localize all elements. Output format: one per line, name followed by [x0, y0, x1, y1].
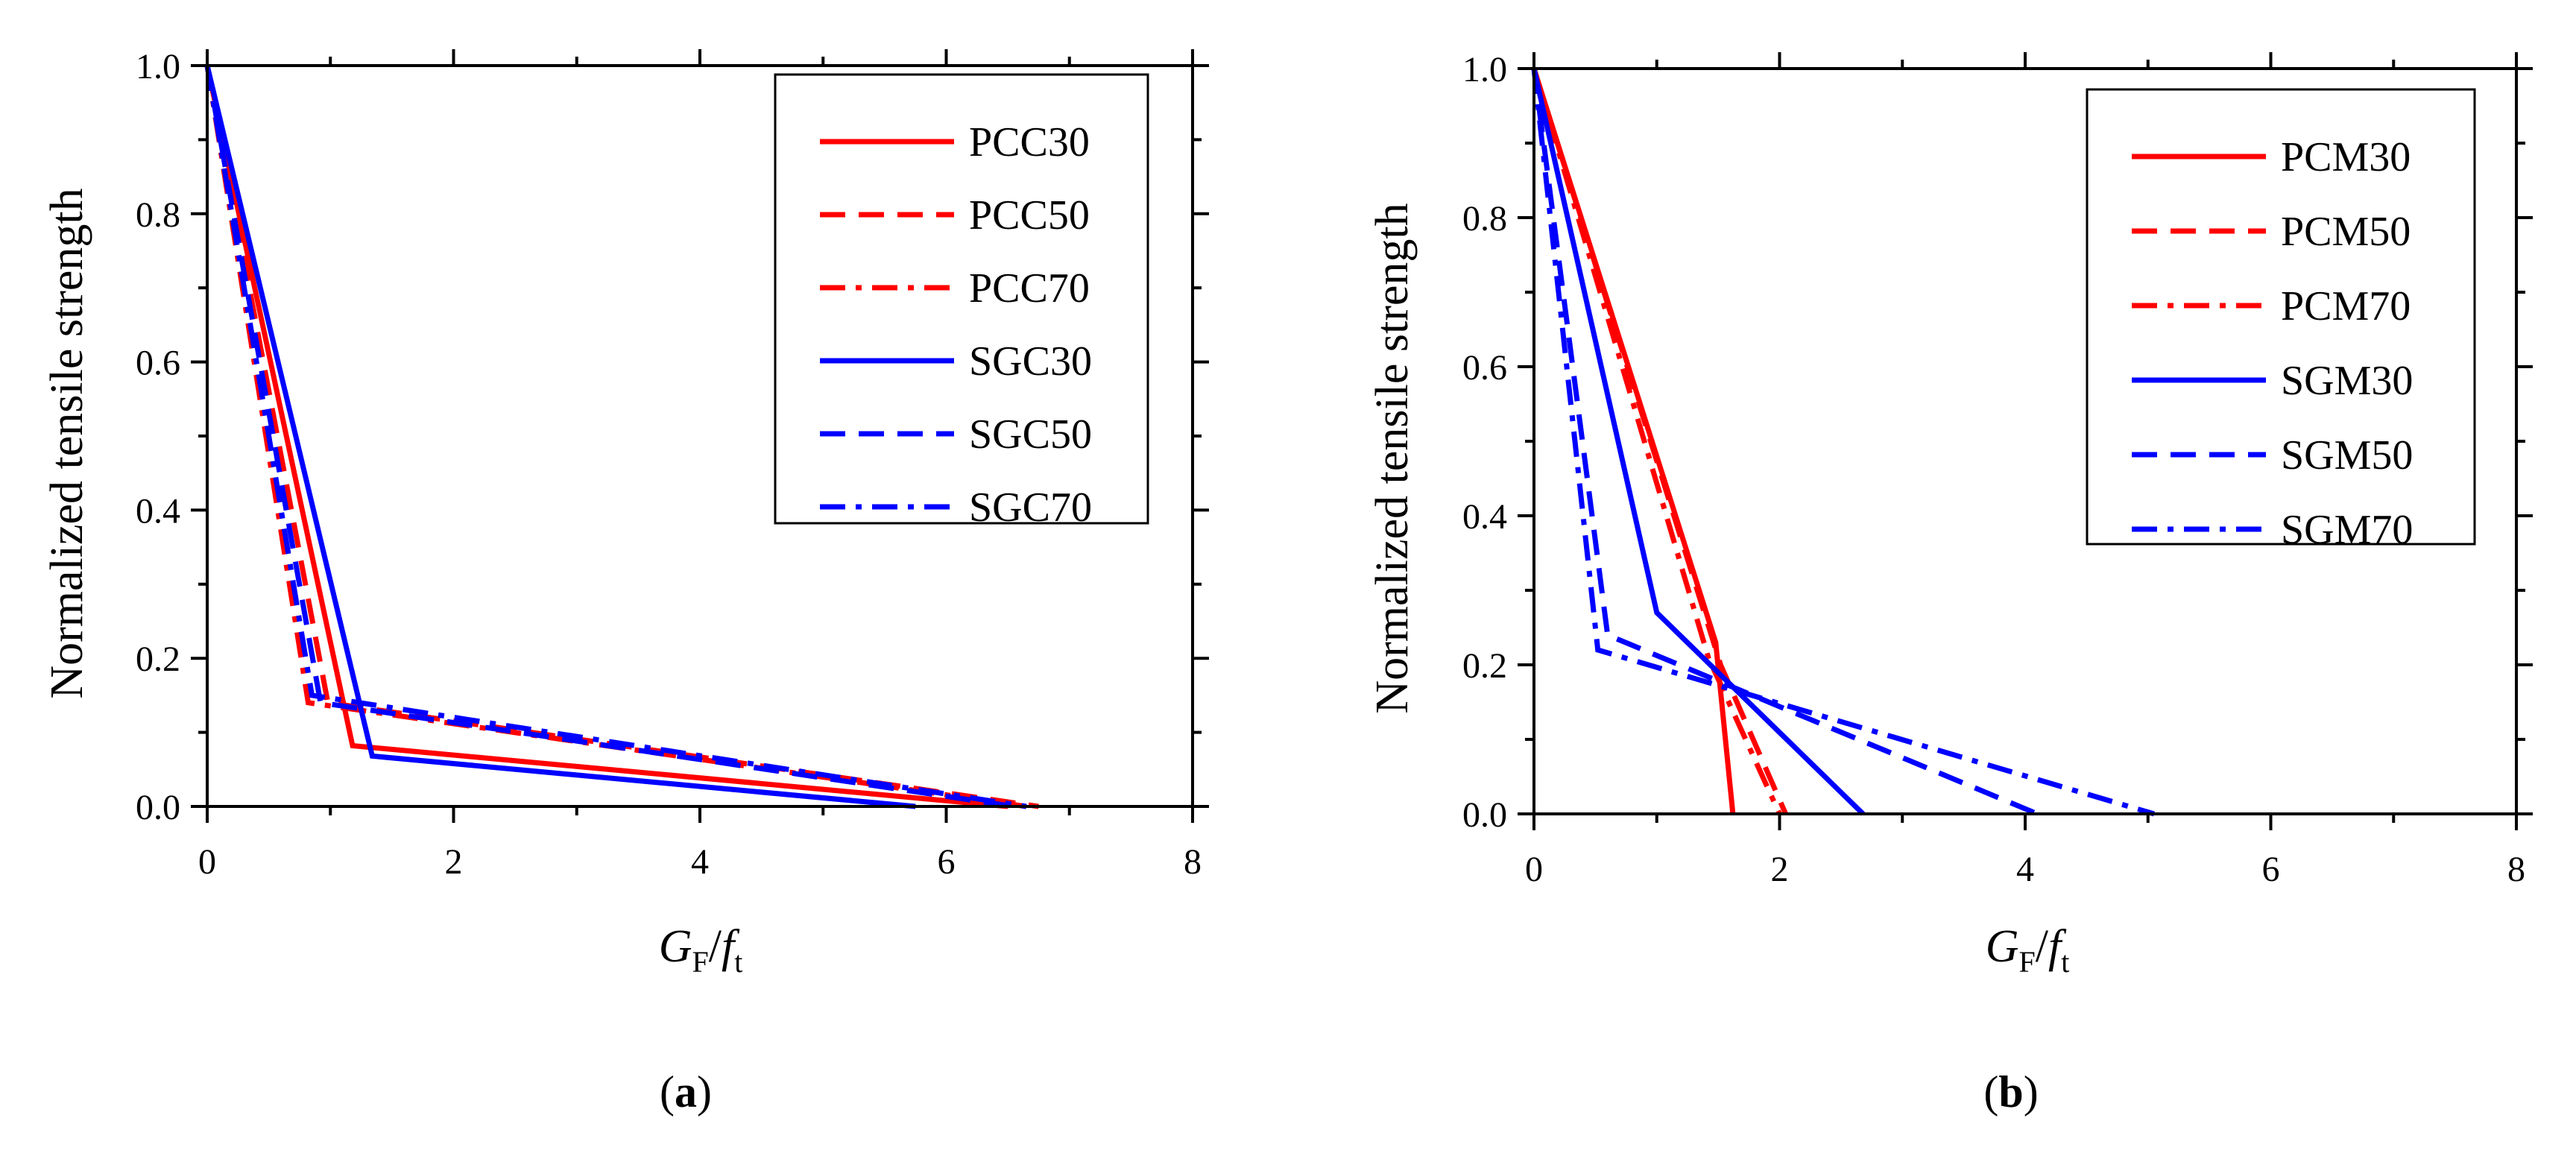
series-line-sgm70 — [1531, 68, 2155, 817]
y-tick-label-b: 0.8 — [1462, 199, 1507, 239]
panel-label-a-close: ) — [697, 1067, 712, 1116]
x-axis-title-b: GF/ft — [1986, 921, 2070, 979]
y-tick-label-b: 0.2 — [1462, 646, 1507, 686]
series-line-pcc30 — [204, 65, 1008, 809]
y-axis-title-b: Normalized tensile strength — [1367, 203, 1418, 713]
x-tick-label-b: 4 — [2016, 850, 2034, 889]
y-tick-label-a: 0.4 — [136, 491, 180, 531]
x-axis-title-a-sub-f: F — [692, 945, 708, 979]
legend-label-sgm50: SGM50 — [2281, 432, 2413, 478]
legend-b: PCM30 PCM50 PCM70 SGM30 SGM50 SGM70 — [2086, 88, 2476, 553]
y-tick-label-a: 0.6 — [136, 344, 180, 383]
x-axis-title-b-g: G — [1986, 921, 2019, 972]
x-axis-title-b-sub-t: t — [2061, 945, 2069, 979]
x-axis-title-a-g: G — [659, 921, 692, 972]
x-tick-label-a: 8 — [1184, 842, 1202, 882]
y-axis-title-a: Normalized tensile strength — [42, 188, 92, 698]
x-axis-title-a-sub-t: t — [734, 945, 742, 979]
y-tick-label-b: 0.6 — [1462, 348, 1507, 388]
y-tick-label-b: 0.0 — [1462, 795, 1507, 835]
panel-label-a: (a) — [660, 1067, 712, 1116]
x-axis-title-a-slash: / — [709, 921, 722, 972]
panel-label-b-close: ) — [2024, 1067, 2039, 1116]
x-tick-label-b: 8 — [2507, 850, 2525, 889]
legend-label-pcc70: PCC70 — [969, 265, 1090, 312]
panel-label-b-open: ( — [1983, 1067, 1998, 1116]
x-tick-label-b: 6 — [2262, 850, 2280, 889]
legend-label-sgm70: SGM70 — [2281, 507, 2413, 553]
y-tick-label-a: 0.2 — [136, 639, 180, 679]
x-axis-title-b-slash: / — [2036, 921, 2049, 972]
panel-b: 0 2 4 6 8 0.0 0.2 0.4 0.6 0.8 1.0 Normalized tensi… — [1367, 50, 2533, 1116]
series-layer-a — [204, 65, 1039, 809]
x-tick-label-a: 0 — [198, 842, 216, 882]
y-tick-label-b: 0.4 — [1462, 497, 1507, 537]
y-tick-label-a: 1.0 — [136, 47, 180, 86]
x-tick-label-a: 4 — [691, 842, 709, 882]
x-tick-label-a: 2 — [445, 842, 463, 882]
legend-label-pcm70: PCM70 — [2281, 283, 2411, 329]
panel-a: 0 2 4 6 8 0.0 0.2 0.4 0.6 0.8 1.0 Normalized tensi… — [42, 47, 1209, 1116]
series-line-sgm30 — [1531, 68, 1865, 816]
legend-box-a — [774, 73, 1149, 525]
legend-label-pcm50: PCM50 — [2281, 209, 2411, 255]
y-tick-label-b: 1.0 — [1462, 50, 1507, 89]
legend-label-sgc70: SGC70 — [969, 484, 1092, 531]
x-tick-label-a: 6 — [938, 842, 956, 882]
legend-label-sgc50: SGC50 — [969, 411, 1092, 458]
legend-items-a: PCC30 PCC50 PCC70 SGC30 SGC50 SGC70 — [820, 119, 1092, 531]
legend-a: PCC30 PCC50 PCC70 SGC30 SGC50 SGC70 — [774, 73, 1149, 531]
panel-label-b-letter: b — [1998, 1067, 2023, 1116]
series-line-pcm70 — [1531, 68, 1782, 815]
series-line-pcm50 — [1531, 67, 1788, 815]
series-line-sgc70 — [204, 65, 1027, 809]
panel-label-a-letter: a — [675, 1067, 697, 1116]
legend-label-pcc50: PCC50 — [969, 192, 1090, 239]
tick-layer-b: 0 2 4 6 8 0.0 0.2 0.4 0.6 0.8 1.0 — [1462, 50, 2533, 889]
series-line-sgc30 — [204, 65, 916, 809]
legend-label-sgc30: SGC30 — [969, 338, 1092, 385]
x-axis-title-b-sub-f: F — [2018, 945, 2035, 979]
panel-label-a-open: ( — [660, 1067, 675, 1116]
y-tick-label-a: 0.8 — [136, 195, 180, 235]
legend-items-b: PCM30 PCM50 PCM70 SGM30 SGM50 SGM70 — [2132, 134, 2413, 553]
legend-box-b — [2086, 88, 2476, 546]
x-tick-label-b: 2 — [1771, 850, 1789, 889]
series-layer-b — [1531, 67, 2155, 817]
x-tick-label-b: 0 — [1525, 850, 1543, 889]
legend-label-pcc30: PCC30 — [969, 119, 1090, 165]
panel-label-b: (b) — [1983, 1067, 2038, 1116]
legend-label-sgm30: SGM30 — [2281, 358, 2413, 404]
y-tick-label-a: 0.0 — [136, 788, 180, 827]
tick-layer-a: 0 2 4 6 8 0.0 0.2 0.4 0.6 0.8 1.0 — [136, 47, 1209, 882]
legend-label-pcm30: PCM30 — [2281, 134, 2411, 180]
